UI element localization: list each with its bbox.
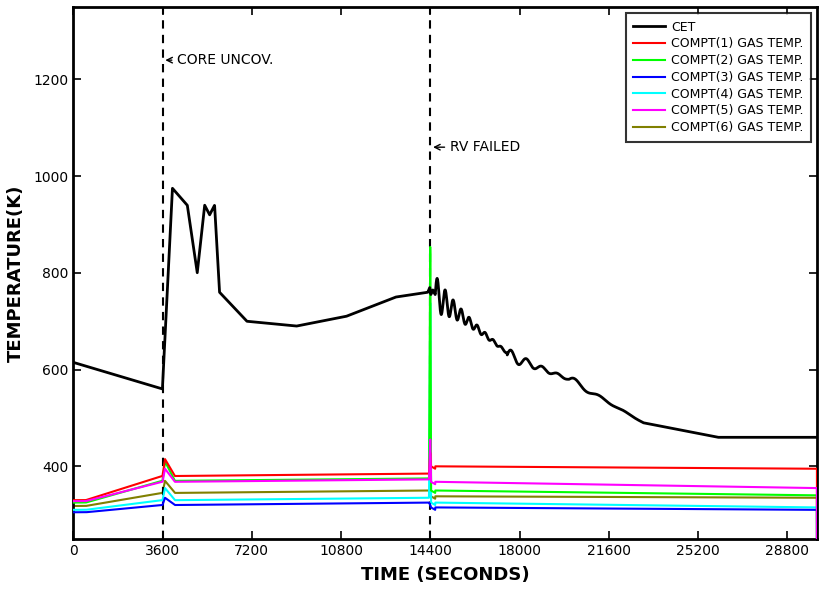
COMPT(3) GAS TEMP.	[402, 499, 412, 506]
COMPT(3) GAS TEMP.	[807, 506, 817, 514]
CET	[167, 185, 177, 192]
COMPT(2) GAS TEMP.	[249, 476, 259, 483]
CET	[807, 434, 817, 441]
X-axis label: TIME (SECONDS): TIME (SECONDS)	[361, 566, 530, 584]
CET	[402, 292, 412, 299]
CET	[349, 310, 358, 317]
COMPT(4) GAS TEMP.	[68, 506, 78, 514]
COMPT(3) GAS TEMP.	[160, 494, 170, 501]
COMPT(5) GAS TEMP.	[807, 485, 817, 492]
COMPT(2) GAS TEMP.	[245, 476, 255, 483]
COMPT(1) GAS TEMP.	[807, 465, 817, 472]
CET	[245, 318, 255, 325]
Text: RV FAILED: RV FAILED	[434, 140, 521, 154]
COMPT(6) GAS TEMP.	[807, 494, 817, 501]
Y-axis label: TEMPERATURE(K): TEMPERATURE(K)	[7, 184, 25, 362]
COMPT(4) GAS TEMP.	[249, 496, 259, 503]
COMPT(4) GAS TEMP.	[245, 496, 255, 503]
CET	[68, 359, 78, 366]
COMPT(2) GAS TEMP.	[425, 243, 435, 251]
COMPT(4) GAS TEMP.	[807, 504, 817, 511]
COMPT(4) GAS TEMP.	[241, 496, 251, 503]
COMPT(6) GAS TEMP.	[402, 487, 412, 494]
COMPT(6) GAS TEMP.	[68, 502, 78, 509]
COMPT(6) GAS TEMP.	[249, 489, 259, 496]
Line: COMPT(6) GAS TEMP.: COMPT(6) GAS TEMP.	[73, 481, 817, 591]
COMPT(4) GAS TEMP.	[349, 495, 358, 502]
Line: COMPT(3) GAS TEMP.: COMPT(3) GAS TEMP.	[73, 498, 817, 591]
COMPT(2) GAS TEMP.	[241, 476, 251, 483]
COMPT(5) GAS TEMP.	[425, 436, 435, 443]
COMPT(3) GAS TEMP.	[349, 500, 358, 507]
COMPT(3) GAS TEMP.	[245, 501, 255, 508]
CET	[241, 317, 251, 324]
COMPT(5) GAS TEMP.	[245, 478, 255, 485]
COMPT(1) GAS TEMP.	[249, 472, 259, 479]
COMPT(1) GAS TEMP.	[425, 449, 435, 456]
COMPT(3) GAS TEMP.	[68, 509, 78, 516]
Text: CORE UNCOV.: CORE UNCOV.	[166, 53, 274, 67]
COMPT(1) GAS TEMP.	[68, 496, 78, 504]
COMPT(1) GAS TEMP.	[401, 470, 411, 478]
COMPT(1) GAS TEMP.	[349, 471, 358, 478]
Line: CET: CET	[73, 189, 817, 437]
COMPT(2) GAS TEMP.	[401, 475, 411, 482]
COMPT(5) GAS TEMP.	[349, 476, 358, 483]
COMPT(5) GAS TEMP.	[401, 476, 411, 483]
COMPT(5) GAS TEMP.	[241, 478, 251, 485]
COMPT(3) GAS TEMP.	[249, 501, 259, 508]
COMPT(5) GAS TEMP.	[249, 478, 259, 485]
COMPT(3) GAS TEMP.	[241, 501, 251, 508]
CET	[249, 319, 259, 326]
COMPT(2) GAS TEMP.	[68, 499, 78, 506]
Line: COMPT(2) GAS TEMP.: COMPT(2) GAS TEMP.	[73, 247, 817, 591]
COMPT(6) GAS TEMP.	[241, 489, 251, 496]
COMPT(1) GAS TEMP.	[245, 472, 255, 479]
COMPT(1) GAS TEMP.	[241, 472, 251, 479]
COMPT(6) GAS TEMP.	[245, 489, 255, 496]
CET	[812, 434, 822, 441]
COMPT(2) GAS TEMP.	[807, 492, 817, 499]
Legend: CET, COMPT(1) GAS TEMP., COMPT(2) GAS TEMP., COMPT(3) GAS TEMP., COMPT(4) GAS TE: CET, COMPT(1) GAS TEMP., COMPT(2) GAS TE…	[625, 13, 811, 142]
COMPT(4) GAS TEMP.	[425, 300, 435, 307]
COMPT(6) GAS TEMP.	[349, 488, 358, 495]
COMPT(6) GAS TEMP.	[160, 478, 170, 485]
CET	[713, 434, 723, 441]
Line: COMPT(4) GAS TEMP.: COMPT(4) GAS TEMP.	[73, 303, 817, 591]
COMPT(4) GAS TEMP.	[401, 495, 411, 502]
Line: COMPT(1) GAS TEMP.: COMPT(1) GAS TEMP.	[73, 453, 817, 591]
Line: COMPT(5) GAS TEMP.: COMPT(5) GAS TEMP.	[73, 440, 817, 591]
COMPT(2) GAS TEMP.	[349, 476, 358, 483]
COMPT(5) GAS TEMP.	[68, 498, 78, 505]
